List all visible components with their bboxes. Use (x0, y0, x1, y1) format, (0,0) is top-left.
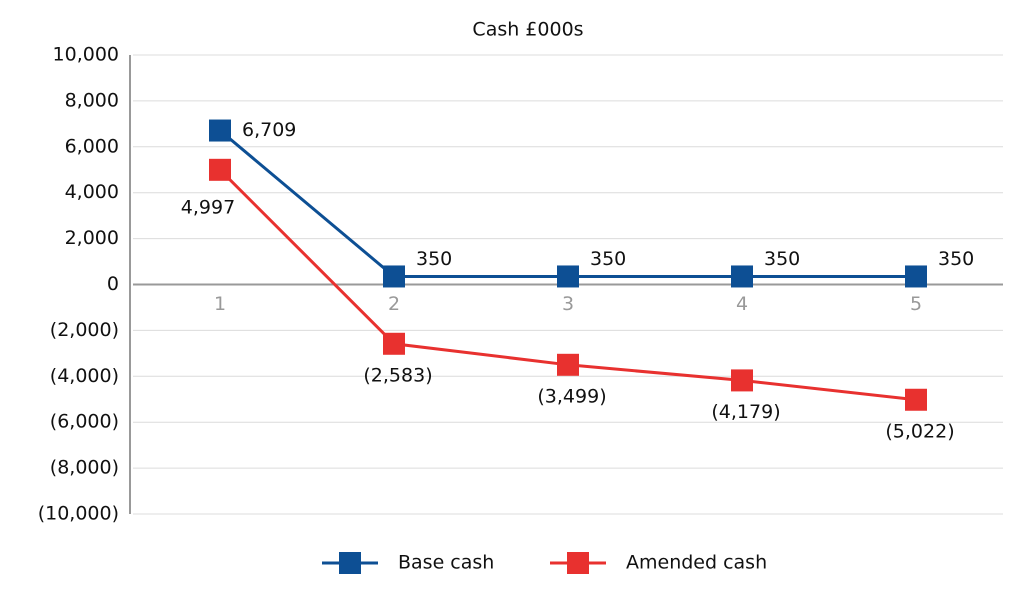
data-point (209, 158, 231, 181)
data-point (905, 388, 927, 411)
legend-marker (567, 552, 589, 574)
data-label: 6,709 (242, 119, 296, 141)
y-tick-label: 2,000 (65, 227, 119, 249)
chart-title: Cash £000s (472, 19, 583, 41)
data-point (905, 265, 927, 288)
y-tick-label: 6,000 (65, 135, 119, 157)
data-label: (3,499) (537, 385, 606, 407)
x-tick-label: 5 (910, 293, 922, 315)
data-label: 4,997 (181, 196, 235, 218)
y-tick-label: (4,000) (50, 365, 119, 387)
x-tick-label: 3 (562, 293, 574, 315)
data-point (731, 369, 753, 392)
data-point (383, 332, 405, 355)
x-tick-label: 1 (214, 293, 226, 315)
legend-marker (339, 552, 361, 574)
data-point (557, 353, 579, 376)
data-point (383, 265, 405, 288)
data-label: (2,583) (363, 364, 432, 386)
data-label: 350 (590, 248, 626, 270)
y-tick-label: (8,000) (50, 457, 119, 479)
y-tick-label: 8,000 (65, 89, 119, 111)
y-tick-label: (10,000) (38, 503, 119, 525)
data-label: 350 (764, 248, 800, 270)
legend-label: Amended cash (626, 552, 767, 574)
y-tick-label: 4,000 (65, 181, 119, 203)
legend-label: Base cash (398, 552, 494, 574)
data-label: (5,022) (885, 420, 954, 442)
data-point (731, 265, 753, 288)
y-tick-label: 0 (107, 273, 119, 295)
x-tick-label: 2 (388, 293, 400, 315)
y-tick-label: (6,000) (50, 411, 119, 433)
y-tick-label: 10,000 (53, 44, 119, 66)
data-label: 350 (416, 248, 452, 270)
x-tick-label: 4 (736, 293, 748, 315)
y-tick-label: (2,000) (50, 319, 119, 341)
data-point (209, 119, 231, 142)
data-label: (4,179) (711, 401, 780, 423)
data-label: 350 (938, 248, 974, 270)
data-point (557, 265, 579, 288)
